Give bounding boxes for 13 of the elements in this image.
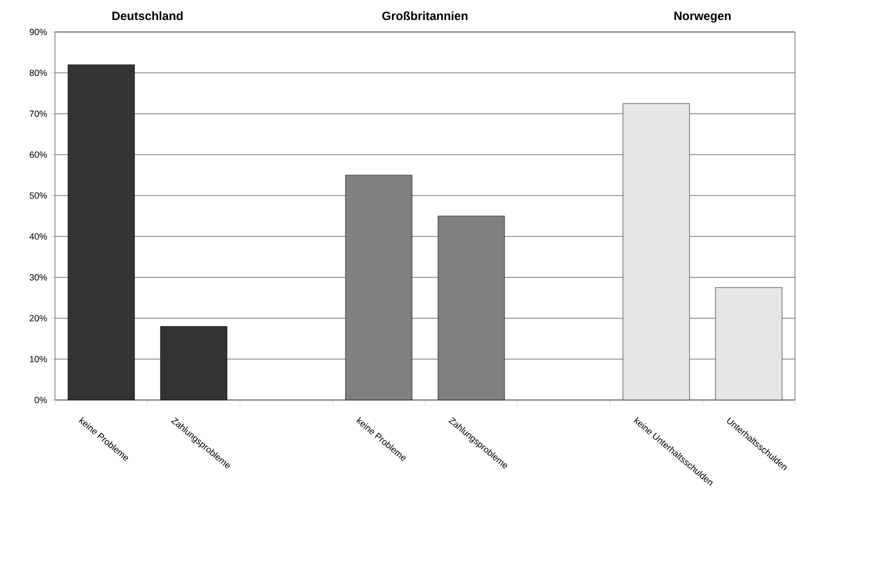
y-tick-label: 50% — [30, 192, 47, 199]
y-tick-label: 60% — [30, 151, 47, 158]
y-tick-label: 30% — [30, 274, 47, 280]
y-tick-label: 70% — [30, 110, 47, 117]
y-tick-label: 40% — [29, 233, 47, 240]
y-tick-label: 0% — [34, 396, 47, 404]
y-tick-label: 20% — [30, 315, 47, 322]
y-tick-label: 10% — [30, 356, 47, 362]
text: Deutschland — [112, 11, 183, 20]
y-tick-label: 80% — [30, 70, 47, 76]
text: Großbritannien — [382, 11, 468, 20]
text: Norwegen — [674, 12, 731, 23]
y-tick-label: 90% — [30, 28, 47, 36]
